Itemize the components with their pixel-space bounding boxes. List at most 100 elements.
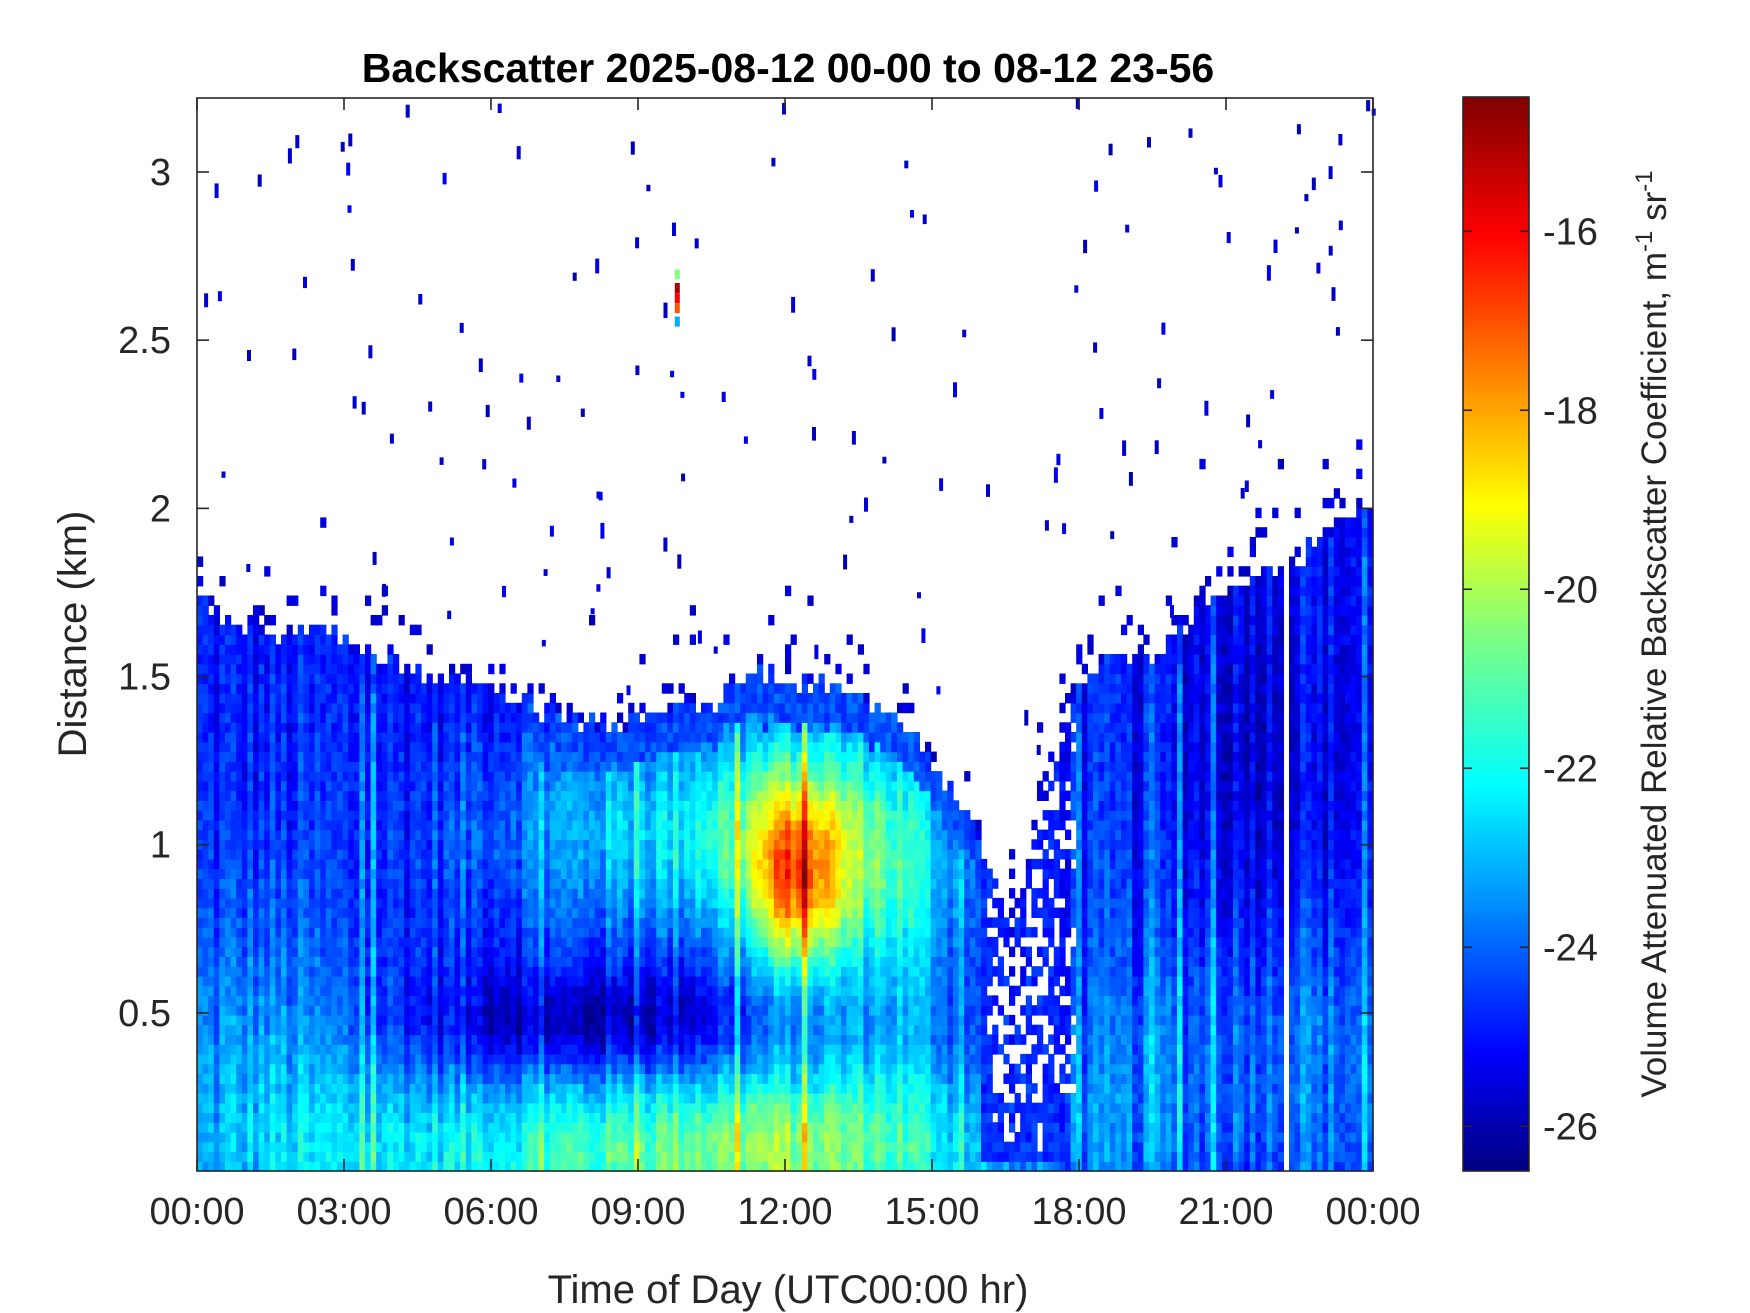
heatmap-cell [482,1034,489,1045]
heatmap-cell [264,819,271,831]
heatmap-cell [656,917,663,928]
heatmap-cell [527,800,534,811]
heatmap-cell [460,771,467,782]
heatmap-cell [729,878,736,889]
heatmap-cell [353,644,360,655]
heatmap-cell [381,936,388,948]
heatmap-cell [661,956,668,967]
heatmap-cell [213,1093,220,1104]
heatmap-cell [309,654,316,665]
heatmap-cell [650,1083,657,1094]
heatmap-cell [656,771,663,782]
heatmap-cell [269,810,276,821]
heatmap-cell [689,975,696,987]
heatmap-cell [269,985,276,997]
heatmap-cell [225,732,232,743]
heatmap-cell [723,693,730,704]
heatmap-cell [281,1014,288,1026]
heatmap-cell [269,722,276,733]
heatmap-cell [432,888,439,899]
heatmap-cell [482,1151,489,1162]
heatmap-cell [723,1141,730,1153]
heatmap-cell [617,975,624,987]
heatmap-cell [673,810,680,821]
heatmap-cell [421,741,428,753]
heatmap-cell [510,897,517,909]
heatmap-cell [241,839,248,850]
heatmap-cell [734,1005,741,1016]
heatmap-cell [387,761,394,772]
heatmap-cell [202,1161,209,1172]
heatmap-cell [482,741,489,753]
heatmap-cell [572,975,579,987]
heatmap-cell [460,790,467,801]
heatmap-cell [393,839,400,850]
heatmap-cell [689,849,696,860]
heatmap-cell [617,927,624,938]
heatmap-cell [465,693,472,704]
heatmap-cell [706,849,713,860]
heatmap-cell [622,1063,629,1075]
heatmap-cell [729,985,736,997]
heatmap-cell [337,1161,344,1172]
heatmap-cell [359,780,366,792]
heatmap-cell [533,1161,540,1172]
heatmap-cell [566,1141,573,1153]
heatmap-cell [421,829,428,840]
heatmap-cell [253,829,260,840]
heatmap-cell [701,751,708,762]
heatmap-cell [398,1132,405,1143]
heatmap-cell [482,1005,489,1016]
heatmap-cell [572,761,579,772]
heatmap-cell [650,1005,657,1016]
heatmap-cell [729,810,736,821]
heatmap-cell [521,936,528,948]
heatmap-cell [717,878,724,889]
heatmap-cell [202,975,209,987]
heatmap-cell [471,1083,478,1094]
heatmap-cell [443,975,450,987]
heatmap-cell [555,1112,562,1123]
heatmap-cell [549,858,556,870]
heatmap-cell [236,1083,243,1094]
heatmap-cell [488,1034,495,1045]
heatmap-cell [594,946,601,957]
heatmap-cell [673,829,680,840]
heatmap-cell [219,790,226,801]
heatmap-cell [398,936,405,948]
heatmap-cell [471,946,478,957]
heatmap-cell [712,1093,719,1104]
heatmap-cell [538,927,545,938]
heatmap-cell [387,985,394,997]
heatmap-cell [695,1024,702,1036]
heatmap-cell [533,1132,540,1143]
heatmap-cell [566,888,573,899]
heatmap-cell [656,878,663,889]
heatmap-cell [460,810,467,821]
heatmap-cell [426,878,433,889]
heatmap-cell [689,917,696,928]
heatmap-cell [701,927,708,938]
heatmap-cell [426,936,433,948]
heatmap-cell [527,780,534,792]
heatmap-cell [398,1063,405,1075]
heatmap-cell [561,917,568,928]
heatmap-cell [325,829,332,840]
heatmap-cell [303,634,310,645]
heatmap-cell [264,995,271,1006]
heatmap-cell [583,1151,590,1162]
heatmap-cell [443,956,450,967]
heatmap-cell [437,1063,444,1075]
heatmap-cell [269,644,276,655]
heatmap-cell [409,1161,416,1172]
heatmap-cell [510,712,517,723]
heatmap-cell [544,1122,551,1133]
heatmap-cell [555,829,562,840]
heatmap-cell [269,712,276,723]
heatmap-cell [628,839,635,850]
heatmap-cell [208,673,215,684]
heatmap-cell [589,1044,596,1055]
heatmap-cell [426,849,433,860]
heatmap-cell [331,946,338,957]
heatmap-cell [465,985,472,997]
